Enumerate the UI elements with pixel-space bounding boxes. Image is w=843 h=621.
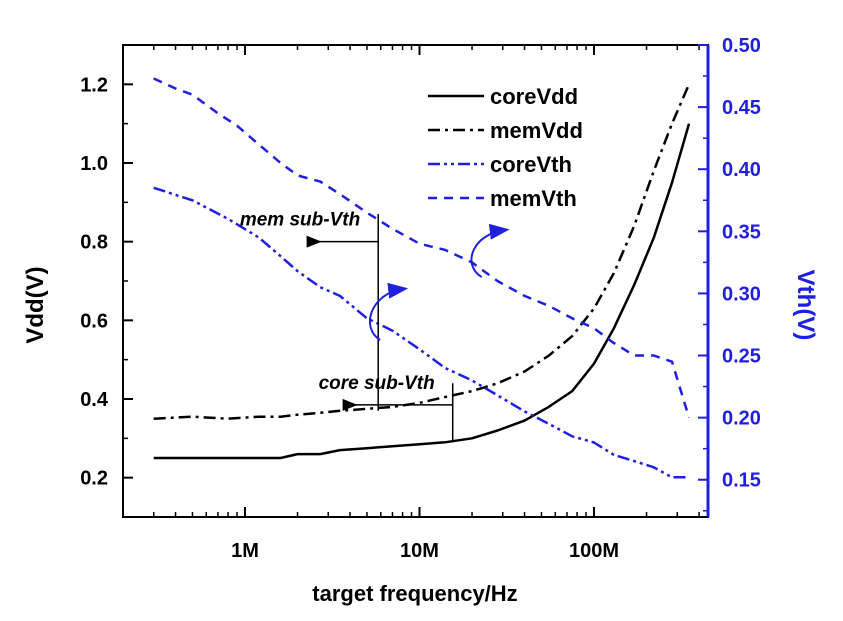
y2-tick-label-3: 0.30 <box>722 283 761 305</box>
x-tick-label-1: 10M <box>400 540 439 562</box>
series-coreVdd <box>153 123 691 460</box>
y2-tick-label-6: 0.45 <box>722 97 761 119</box>
annotation-label-1: core sub-Vth <box>319 373 435 394</box>
annotation-layer: mem sub-Vth core sub-Vth <box>240 210 510 443</box>
series-layer <box>153 77 691 479</box>
y2-tick-label-7: 0.50 <box>722 35 761 57</box>
y-tick-label-4: 1.0 <box>80 153 108 175</box>
legend-label-coreVth: coreVth <box>490 152 572 177</box>
legend-label-coreVdd: coreVdd <box>490 84 578 109</box>
series-coreVth <box>153 186 689 479</box>
y-tick-label-5: 1.2 <box>80 74 108 96</box>
y-axis-label: Vdd(V) <box>22 266 49 343</box>
y-tick-label-0: 0.2 <box>80 468 108 490</box>
plot-frame <box>122 44 709 518</box>
curved-arrow-1 <box>470 223 510 278</box>
y-tick-label-3: 0.8 <box>80 232 108 254</box>
y2-tick-label-1: 0.20 <box>722 408 761 430</box>
x-tick-label-2: 100M <box>569 540 619 562</box>
ticks-layer: 1M 10M 100M 0.2 0.4 0.6 0.8 1.0 1.2 0.15 0.20 0.25 0… <box>80 35 761 562</box>
y2-axis-label: Vth(V) <box>792 270 819 341</box>
legend: coreVdd memVdd coreVth memVth <box>428 84 583 211</box>
legend-label-memVdd: memVdd <box>490 118 583 143</box>
annotation-label-0: mem sub-Vth <box>240 210 360 231</box>
y-tick-label-1: 0.4 <box>80 389 109 411</box>
legend-label-memVth: memVth <box>490 186 577 211</box>
series-memVth <box>153 77 691 418</box>
x-tick-label-0: 1M <box>231 540 259 562</box>
x-axis-label: target frequency/Hz <box>312 581 517 606</box>
curved-arrow-0 <box>369 282 409 341</box>
y-tick-label-2: 0.6 <box>80 310 108 332</box>
series-memVdd <box>153 83 691 420</box>
y2-tick-label-4: 0.35 <box>722 221 761 243</box>
y2-tick-label-0: 0.15 <box>722 470 761 492</box>
y2-tick-label-2: 0.25 <box>722 346 761 368</box>
y2-tick-label-5: 0.40 <box>722 159 761 181</box>
